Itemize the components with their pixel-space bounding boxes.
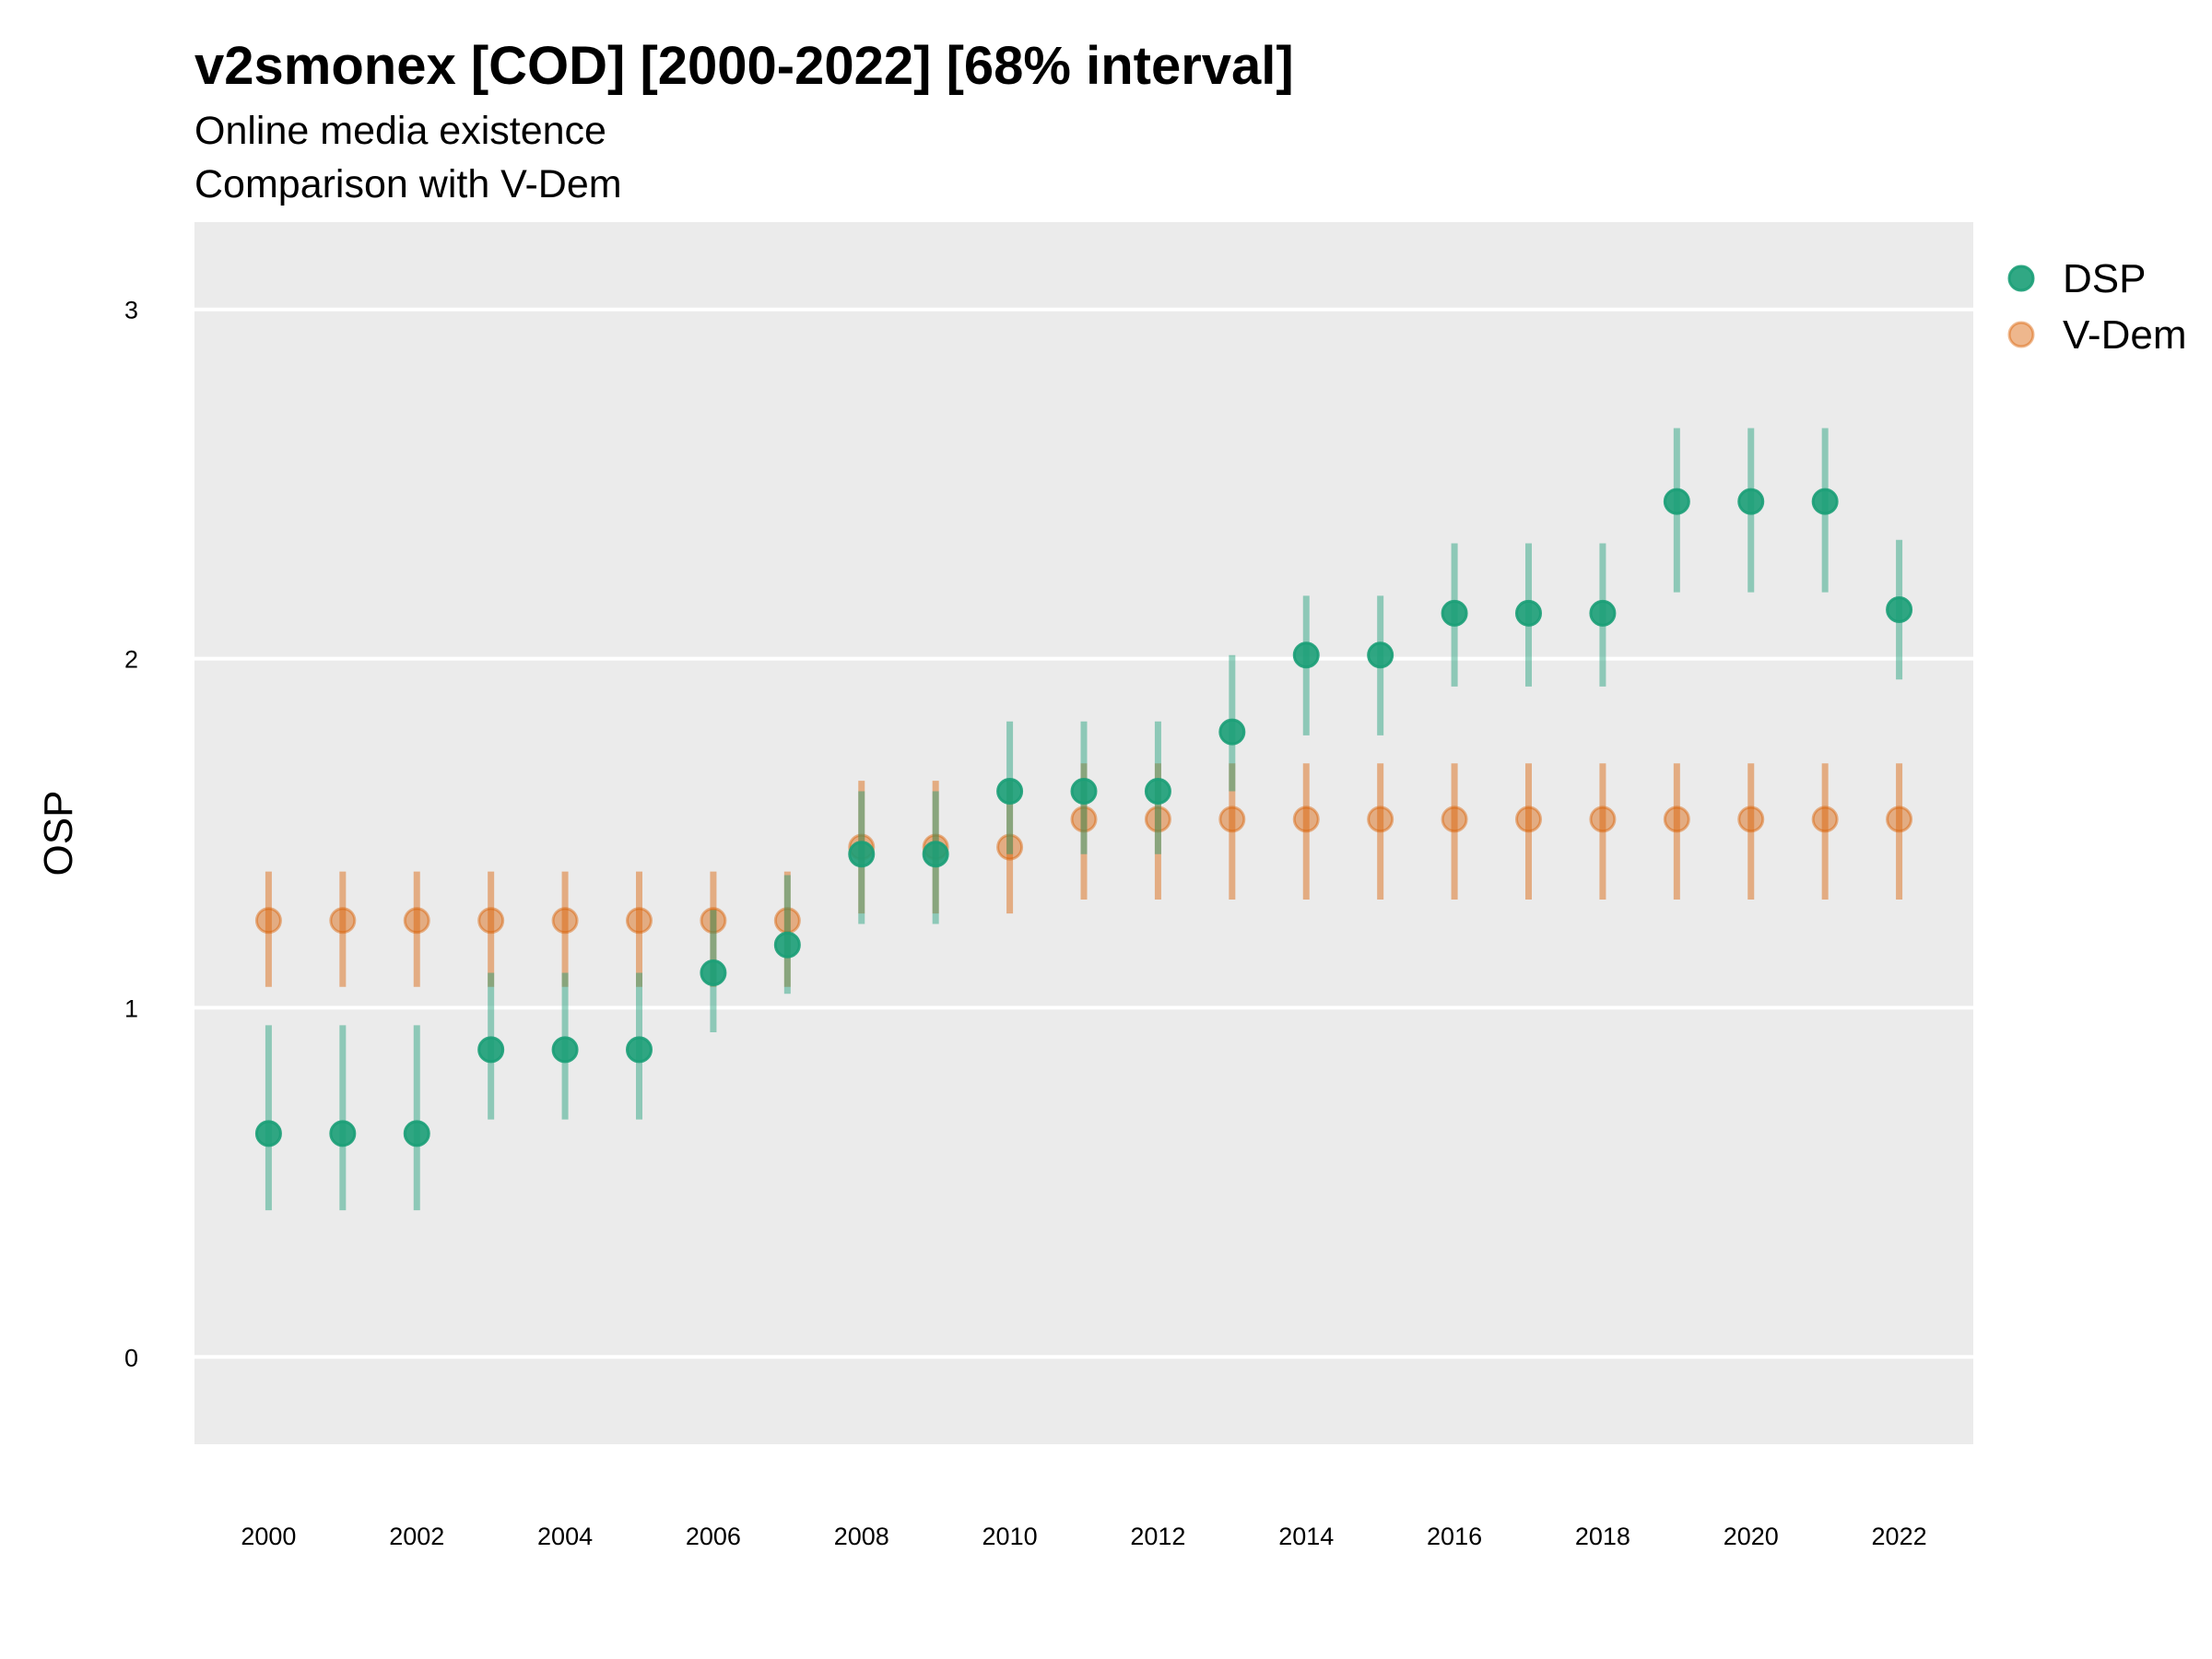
- vdem-point: [1663, 806, 1690, 833]
- legend-key: [2007, 321, 2035, 348]
- x-tick-label: 2002: [389, 1523, 444, 1550]
- x-tick-label: 2014: [1278, 1523, 1334, 1550]
- x-tick-label: 2006: [686, 1523, 741, 1550]
- x-tick-label: 2018: [1575, 1523, 1630, 1550]
- vdem-point: [1589, 806, 1617, 833]
- vdem-point: [551, 907, 579, 935]
- gridlines: [194, 307, 1973, 1359]
- vdem-point: [1144, 806, 1171, 833]
- legend-key: [2007, 265, 2035, 292]
- legend-item-vdem: V-Dem: [2007, 312, 2186, 358]
- vdem-point: [1886, 806, 1913, 833]
- vdem-point: [1218, 806, 1246, 833]
- vdem-point: [1441, 806, 1468, 833]
- subtitle-line-1: Online media existence: [194, 109, 606, 153]
- dsp-point: [1663, 488, 1690, 515]
- dsp-point: [254, 1120, 282, 1147]
- vdem-point: [1515, 806, 1542, 833]
- vdem-point: [1367, 806, 1394, 833]
- dsp-point: [1218, 718, 1246, 746]
- dsp-point: [848, 841, 876, 868]
- dsp-point: [1737, 488, 1765, 515]
- y-tick-label: 3: [124, 297, 138, 324]
- vdem-point: [1292, 806, 1320, 833]
- x-tick-label: 2008: [834, 1523, 889, 1550]
- x-tick-label: 2022: [1872, 1523, 1927, 1550]
- y-tick-label: 2: [124, 646, 138, 674]
- legend-item-dsp: DSP: [2007, 256, 2146, 301]
- y-axis: 0 1 2 3: [124, 297, 138, 1372]
- dsp-point: [1367, 641, 1394, 669]
- dsp-point: [403, 1120, 430, 1147]
- dsp-point: [1811, 488, 1839, 515]
- dsp-point: [551, 1036, 579, 1064]
- dsp-point: [922, 841, 949, 868]
- y-tick-label: 0: [124, 1344, 138, 1371]
- series-dsp: [254, 428, 1913, 1211]
- x-tick-label: 2012: [1130, 1523, 1185, 1550]
- dsp-point: [1441, 599, 1468, 627]
- y-tick-label: 1: [124, 994, 138, 1022]
- legend-label: V-Dem: [2063, 312, 2186, 358]
- x-tick-label: 2000: [241, 1523, 296, 1550]
- vdem-point: [996, 833, 1024, 861]
- dsp-point: [996, 778, 1024, 806]
- vdem-point: [1737, 806, 1765, 833]
- chart-title: v2smonex [COD] [2000-2022] [68% interval…: [194, 36, 1294, 96]
- chart-subtitle: Online media existence Comparison with V…: [194, 104, 622, 211]
- vdem-point: [477, 907, 505, 935]
- dsp-point: [1589, 599, 1617, 627]
- dsp-point: [626, 1036, 653, 1064]
- vdem-point: [626, 907, 653, 935]
- vdem-point: [700, 907, 727, 935]
- legend: DSP V-Dem: [2007, 256, 2186, 358]
- dsp-point: [1515, 599, 1542, 627]
- vdem-point: [254, 907, 282, 935]
- x-tick-label: 2004: [537, 1523, 593, 1550]
- x-tick-label: 2010: [982, 1523, 1038, 1550]
- legend-label: DSP: [2063, 256, 2146, 301]
- x-tick-label: 2016: [1427, 1523, 1482, 1550]
- vdem-point: [1811, 806, 1839, 833]
- dsp-point: [329, 1120, 357, 1147]
- vdem-point: [1070, 806, 1098, 833]
- dsp-point: [1886, 596, 1913, 624]
- subtitle-line-2: Comparison with V-Dem: [194, 162, 622, 206]
- x-axis: 2000 2002 2004 2006 2008 2010 2012 2014 2016 2018…: [241, 1523, 1926, 1550]
- dsp-point: [1292, 641, 1320, 669]
- plot-panel: [194, 222, 1973, 1444]
- dsp-point: [773, 931, 801, 959]
- vdem-point: [329, 907, 357, 935]
- vdem-point: [403, 907, 430, 935]
- dsp-point: [1144, 778, 1171, 806]
- dsp-point: [477, 1036, 505, 1064]
- dsp-point: [700, 959, 727, 987]
- x-tick-label: 2020: [1724, 1523, 1779, 1550]
- y-axis-label: OSP: [36, 791, 81, 877]
- dsp-point: [1070, 778, 1098, 806]
